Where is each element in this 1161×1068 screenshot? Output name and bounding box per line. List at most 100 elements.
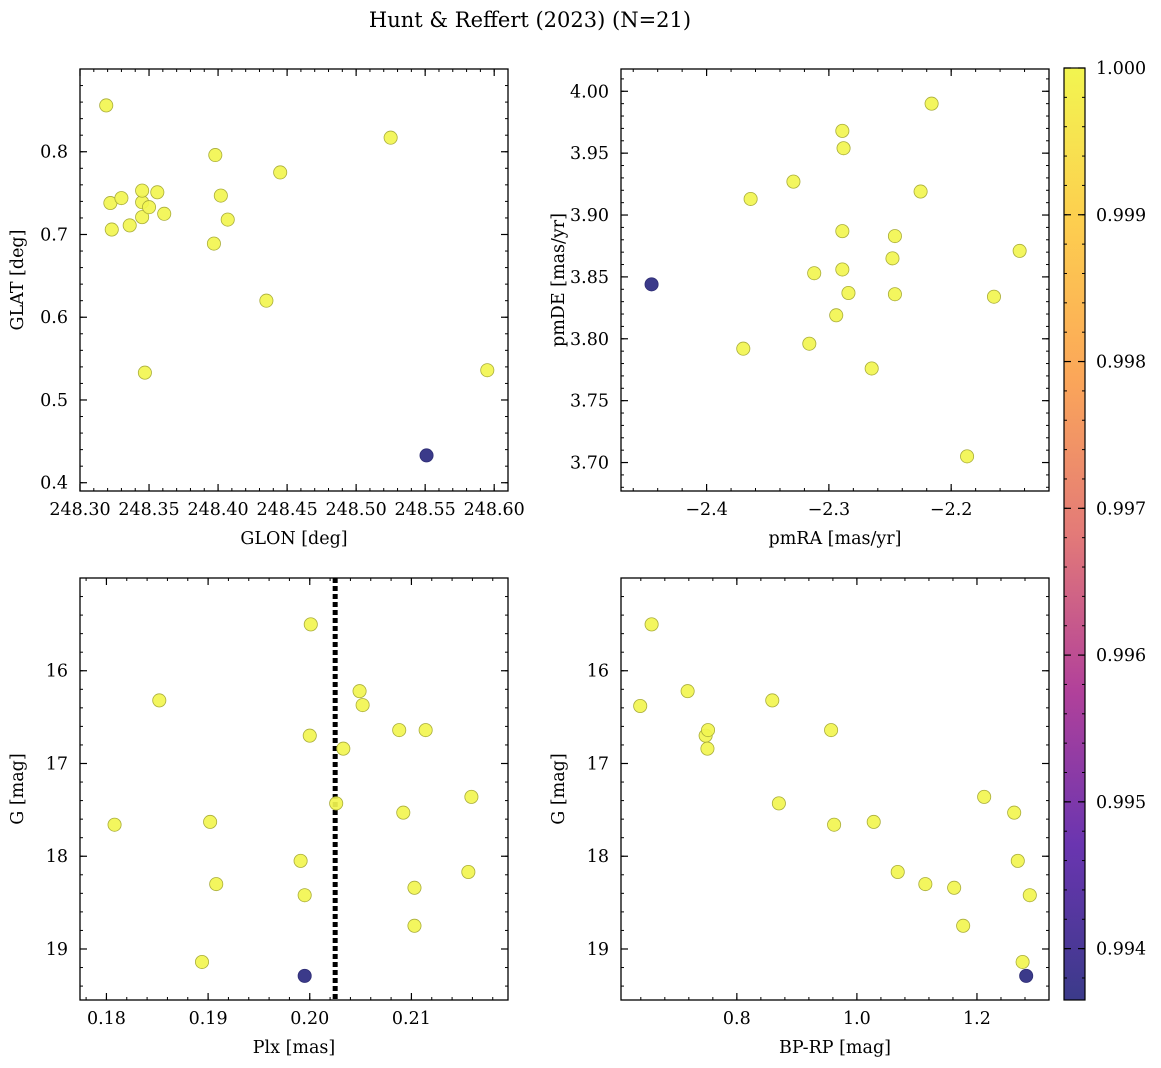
scatter-point	[203, 814, 218, 829]
axes-frame	[620, 68, 1050, 492]
scatter-point	[633, 698, 648, 713]
scatter-point	[407, 918, 422, 933]
scatter-point	[209, 877, 224, 892]
scatter-point	[135, 210, 150, 225]
ticks: 0.8 1.0 1.2 16 17 18 19	[587, 577, 1050, 1029]
scatter-point	[152, 693, 167, 708]
scatter-point	[206, 236, 221, 251]
scatter-point	[99, 98, 114, 113]
y-tick-label: 16	[587, 662, 609, 682]
y-axis-label: pmDE [mas/yr]	[549, 213, 569, 347]
scatter-point	[194, 954, 209, 969]
scatter-point	[836, 141, 851, 156]
scatter-point	[114, 191, 129, 206]
colorbar-tick-label: 0.994	[1096, 940, 1146, 960]
scatter-point	[864, 361, 879, 376]
scatter-point	[986, 289, 1001, 304]
scatter-point	[303, 617, 318, 632]
scatter-point	[107, 817, 122, 832]
x-axis-label: pmRA [mas/yr]	[769, 529, 902, 549]
y-tick-label: 17	[587, 754, 609, 774]
y-tick-label: 4.00	[570, 82, 609, 102]
x-axis-label: GLON [deg]	[240, 529, 347, 549]
scatter-point	[841, 285, 856, 300]
scatter-point	[213, 188, 228, 203]
scatter-point	[918, 877, 933, 892]
scatter-point	[273, 165, 288, 180]
y-axis-label: G [mag]	[8, 753, 28, 824]
x-tick-label: 248.60	[464, 500, 525, 520]
y-tick-label: 3.75	[570, 392, 609, 412]
panel-plx-g: 0.18 0.19 0.20 0.21 16 17 18 19 Plx [mas] G [mag]	[8, 577, 509, 1058]
x-axis-label: BP-RP [mag]	[779, 1038, 891, 1058]
scatter-point	[396, 805, 411, 820]
scatter-point	[392, 723, 407, 738]
panel-pmra-pmde: −2.4 −2.3 −2.2 3.70 3.75 3.80 3.85 3.90 3.95 4.00…	[549, 68, 1050, 549]
x-tick-label: 248.55	[395, 500, 456, 520]
colorbar-tick-label: 0.995	[1096, 793, 1146, 813]
scatter-point	[297, 888, 312, 903]
x-tick-label: 0.19	[189, 1009, 228, 1029]
plot-area	[107, 578, 479, 1000]
x-tick-label: −2.2	[930, 500, 973, 520]
scatter-point	[765, 693, 780, 708]
plot-area	[633, 617, 1037, 983]
scatter-point	[829, 308, 844, 323]
panel-glon-glat: 248.30 248.35 248.40 248.45 248.50 248.55 248.…	[8, 68, 525, 549]
scatter-point	[680, 684, 695, 699]
y-tick-label: 3.95	[570, 144, 609, 164]
x-tick-label: 248.50	[326, 500, 387, 520]
scatter-point	[977, 789, 992, 804]
y-axis-label: G [mag]	[549, 753, 569, 824]
scatter-point	[736, 341, 751, 356]
colorbar-gradient	[1063, 67, 1086, 1001]
scatter-point	[1019, 968, 1034, 983]
scatter-point	[1015, 954, 1030, 969]
scatter-point	[419, 448, 434, 463]
scatter-point	[259, 293, 274, 308]
scatter-point	[885, 251, 900, 266]
figure-title: Hunt & Reffert (2023) (N=21)	[369, 8, 691, 32]
scatter-point	[1022, 888, 1037, 903]
scatter-point	[835, 224, 850, 239]
scatter-point	[824, 723, 839, 738]
panel-bprp-g: 0.8 1.0 1.2 16 17 18 19 BP-RP [mag] G [mag]	[549, 577, 1050, 1058]
y-tick-label: 0.6	[40, 308, 68, 328]
y-tick-label: 19	[587, 940, 609, 960]
plot-area	[644, 96, 1027, 464]
scatter-point	[743, 191, 758, 206]
scatter-point	[407, 880, 422, 895]
scatter-point	[887, 287, 902, 302]
scatter-point	[1010, 853, 1025, 868]
scatter-point	[960, 449, 975, 464]
scatter-point	[355, 698, 370, 713]
scatter-point	[297, 968, 312, 983]
colorbar: 1.000 0.999 0.998 0.997 0.996 0.995 0.994	[1063, 59, 1146, 1001]
colorbar-tick-label: 0.998	[1096, 353, 1146, 373]
scatter-point	[480, 363, 495, 378]
y-tick-label: 18	[587, 847, 609, 867]
y-tick-label: 19	[46, 940, 68, 960]
scatter-point	[135, 183, 150, 198]
x-tick-label: 0.18	[87, 1009, 126, 1029]
ticks: 0.18 0.19 0.20 0.21 16 17 18 19	[46, 577, 508, 1029]
x-tick-label: 0.21	[392, 1009, 431, 1029]
y-tick-label: 17	[46, 754, 68, 774]
scatter-point	[701, 723, 716, 738]
colorbar-tick-label: 0.999	[1096, 206, 1146, 226]
scatter-point	[913, 184, 928, 199]
scatter-point	[887, 229, 902, 244]
scatter-point	[383, 130, 398, 145]
scatter-point	[137, 365, 152, 380]
scatter-point	[835, 262, 850, 277]
scatter-point	[150, 185, 165, 200]
x-tick-label: 248.30	[49, 500, 110, 520]
colorbar-tick-label: 1.000	[1096, 59, 1146, 79]
scatter-point	[644, 617, 659, 632]
y-tick-label: 3.70	[570, 454, 609, 474]
axes-frame	[79, 68, 509, 492]
scatter-point	[293, 853, 308, 868]
scatter-point	[220, 212, 235, 227]
colorbar-tick-label: 0.996	[1096, 646, 1146, 666]
